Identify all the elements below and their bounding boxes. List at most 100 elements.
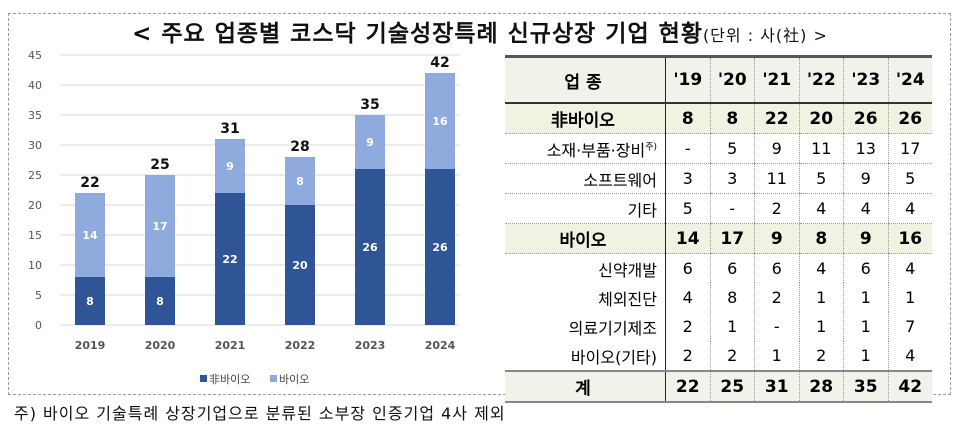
cell-value: 22 [665, 370, 710, 403]
bar-segment [355, 169, 385, 325]
cell-value: 4 [887, 253, 932, 283]
cell-value: 6 [843, 253, 888, 283]
y-tick-label: 45 [28, 49, 42, 62]
figure-frame [8, 13, 951, 395]
cell-value: 13 [843, 133, 888, 164]
footnote: 주) 바이오 기술특례 상장기업으로 분류된 소부장 인증기업 4사 제외 [14, 404, 506, 423]
cell-value: 2 [665, 312, 710, 341]
cell-value: 14 [665, 223, 710, 254]
cell-value: 1 [798, 283, 844, 312]
cell-value: 5 [665, 193, 710, 224]
cell-value: 9 [754, 223, 799, 254]
y-tick-label: 0 [35, 319, 42, 332]
y-tick-label: 25 [28, 169, 42, 182]
cell-value: 2 [709, 341, 755, 371]
y-tick-label: 5 [35, 289, 42, 302]
bar-segment [285, 157, 315, 205]
total-label: 35 [360, 97, 379, 113]
total-label: 25 [150, 157, 169, 173]
cell-value: 2 [754, 193, 799, 224]
table-row: 체외진단 4 8 2 1 1 1 [505, 283, 932, 312]
cell-value: 2 [754, 283, 799, 312]
cell-value: 9 [843, 163, 888, 194]
title-main: < 주요 업종별 코스닥 기술성장특례 신규상장 기업 현황 [132, 21, 703, 47]
year-header: '23 [843, 55, 888, 104]
data-label: 26 [362, 241, 378, 254]
table-row: 의료기기제조 2 1-1 1 7 [505, 312, 932, 341]
cell-value: 1 [843, 283, 888, 312]
table-row: 계 22 25 31 28 35 42 [505, 370, 932, 403]
cell-value: 8 [709, 283, 755, 312]
cell-value: 11 [798, 133, 844, 164]
bar-segment [285, 205, 315, 325]
cell-value: 8 [709, 103, 755, 134]
legend-swatch [270, 375, 277, 382]
cell-value: 1 [887, 283, 932, 312]
cell-value: - [709, 193, 755, 224]
row-label: 의료기기제조 [505, 312, 666, 341]
cell-value: 16 [887, 223, 932, 254]
data-label: 26 [432, 241, 448, 254]
x-tick-label: 2021 [215, 339, 246, 352]
table-row: 소프트웨어 3 3 11 5 9 5 [505, 163, 932, 194]
bar-segment [425, 169, 455, 325]
row-label: 기타 [505, 193, 666, 224]
bar-segment [145, 277, 175, 325]
data-label: 22 [222, 253, 237, 266]
total-label: 42 [430, 55, 449, 71]
bar-segment [215, 139, 245, 193]
x-tick-label: 2022 [285, 339, 316, 352]
cell-value: 11 [754, 163, 799, 194]
cell-value: 6 [754, 253, 799, 283]
row-label: 소재·부품·장비주) [505, 133, 666, 164]
cell-value: 4 [798, 193, 844, 224]
total-label: 31 [220, 121, 239, 137]
cell-value: 25 [709, 370, 755, 403]
cell-value: 5 [709, 133, 755, 164]
row-label: 계 [505, 370, 666, 403]
data-label: 20 [292, 259, 308, 272]
stacked-bar-chart: 0510152025303540458142220198172520202293… [28, 49, 460, 386]
cell-value: 4 [798, 253, 844, 283]
cell-value: 9 [843, 223, 888, 254]
cell-value: 1 [798, 312, 844, 341]
x-tick-label: 2019 [75, 339, 106, 352]
y-tick-label: 40 [28, 79, 42, 92]
cell-value: 4 [665, 283, 710, 312]
data-label: 14 [82, 229, 98, 242]
data-label: 9 [226, 160, 234, 173]
legend-label: 非바이오 [209, 373, 250, 386]
row-label: 非바이오 [505, 103, 666, 134]
cell-value: 17 [709, 223, 755, 254]
row-label: 바이오 [505, 223, 666, 254]
table-row: 非바이오 8 8 22 20 26 26 [505, 103, 932, 134]
cell-value: 1 [843, 312, 888, 341]
bar-segment [75, 193, 105, 277]
industry-header: 업 종 [505, 55, 666, 104]
year-header: '24 [887, 55, 932, 104]
y-tick-label: 10 [28, 259, 42, 272]
cell-value: 35 [843, 370, 888, 403]
x-tick-label: 2020 [145, 339, 176, 352]
bar-segment [145, 175, 175, 277]
cell-value: 8 [798, 223, 844, 254]
bar-segment [425, 73, 455, 169]
cell-value: 20 [798, 103, 844, 134]
table-row: 신약개발 6 6 6 4 6 4 [505, 253, 932, 283]
cell-value: 26 [887, 103, 932, 134]
year-header: '22 [798, 55, 844, 104]
cell-value: 8 [665, 103, 710, 134]
cell-value: 1 [709, 312, 755, 341]
data-label: 16 [432, 115, 448, 128]
bar-segment [75, 277, 105, 325]
cell-value: 5 [887, 163, 932, 194]
row-label: 체외진단 [505, 283, 666, 312]
table-row: 기타 5-2 4 4 4 [505, 193, 932, 224]
title-unit: (단위 : 사(社) > [702, 26, 828, 45]
cell-value: 4 [887, 193, 932, 224]
table-row: 소재·부품·장비주) -5 9 11 13 17 [505, 133, 932, 164]
cell-value: 1 [843, 341, 888, 371]
y-tick-label: 15 [28, 229, 42, 242]
cell-value: 3 [665, 163, 710, 194]
cell-value: - [665, 133, 710, 164]
